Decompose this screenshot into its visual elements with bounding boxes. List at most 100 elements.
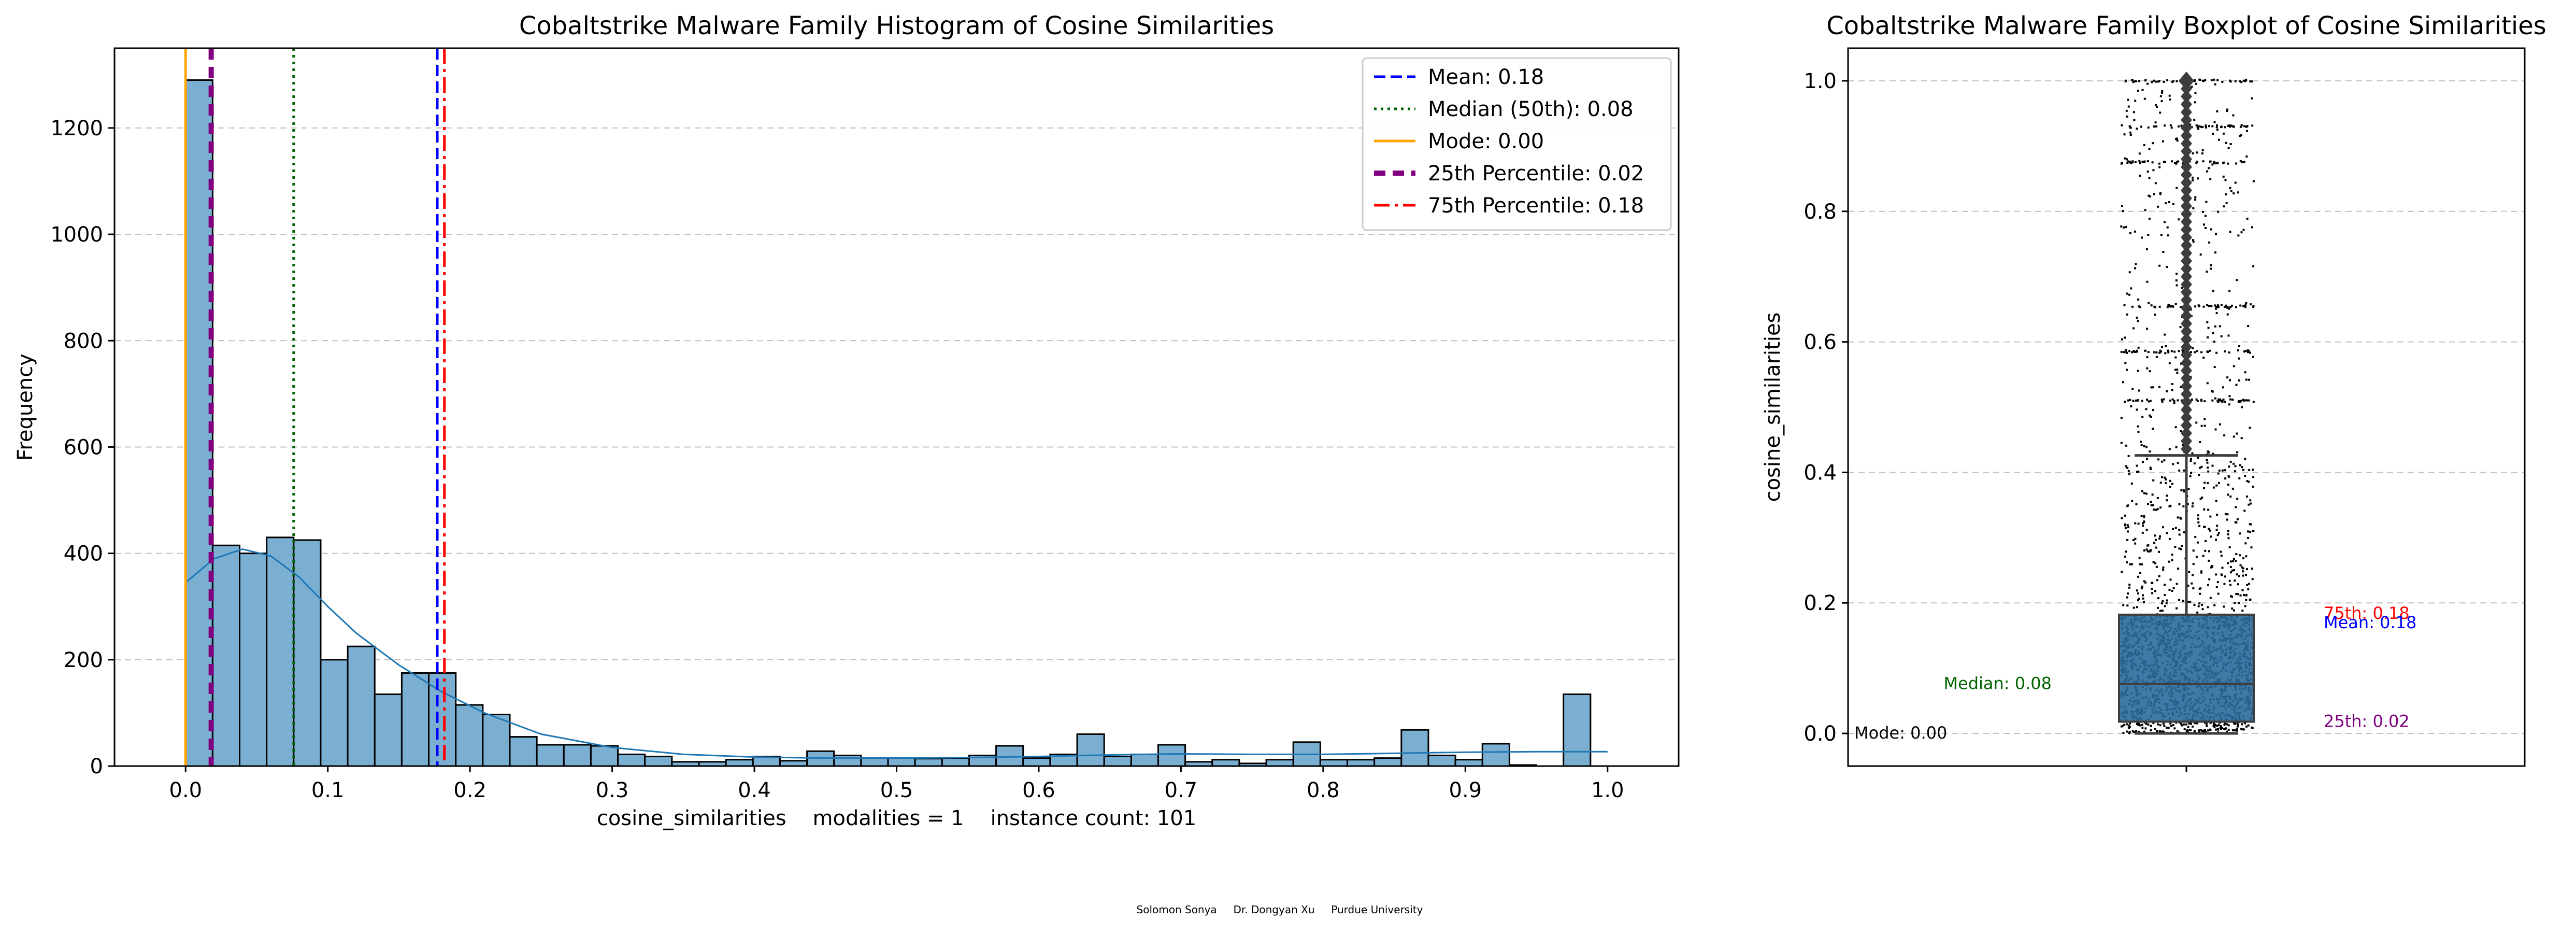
strip-point [2150,725,2152,727]
strip-point [2198,474,2200,476]
strip-point [2195,556,2198,558]
strip-point [2232,125,2235,128]
strip-point [2206,321,2209,323]
strip-point [2166,494,2168,497]
strip-point [2181,724,2183,727]
histogram-bar [536,744,565,767]
strip-point [2136,464,2138,467]
strip-point [2126,162,2129,164]
histogram-bar [482,713,511,767]
strip-point [2223,583,2226,585]
strip-point [2224,513,2227,515]
strip-point [2128,293,2130,296]
strip-point [2238,400,2240,402]
strip-point [2252,469,2254,471]
strip-point [2248,480,2250,483]
strip-point [2228,546,2231,548]
strip-point [2247,724,2250,727]
histogram-bar [1454,759,1483,767]
histogram-bar [1022,757,1051,767]
strip-point [2139,162,2141,164]
strip-point [2239,160,2242,162]
strip-point [2223,306,2226,308]
strip-point [2223,205,2225,208]
histogram-bar [725,759,754,767]
strip-point [2173,400,2176,402]
strip-point [2221,81,2224,83]
strip-point [2236,279,2238,281]
strip-point [2180,124,2183,127]
strip-point [2163,221,2166,223]
strip-point [2185,730,2188,733]
strip-point [2243,305,2245,307]
strip-point [2239,554,2241,557]
strip-point [2213,723,2215,725]
strip-point [2157,458,2159,461]
strip-point [2172,305,2174,308]
strip-point [2127,160,2129,163]
strip-point [2137,370,2139,372]
strip-point [2137,470,2140,473]
strip-point [2203,424,2206,427]
strip-point [2234,181,2237,184]
strip-point [2180,399,2183,402]
strip-point [2244,399,2247,402]
strip-point [2206,459,2208,461]
histogram-bar [860,757,889,767]
strip-point [2208,528,2210,530]
strip-point [2161,346,2164,348]
strip-point [2206,461,2209,464]
strip-point [2198,731,2200,733]
strip-point [2188,571,2191,573]
annotation-median: Median: 0.08 [1943,673,2052,693]
strip-point [2172,587,2175,589]
strip-point [2127,526,2129,529]
strip-point [2233,569,2236,572]
strip-point [2174,356,2177,359]
strip-point [2249,499,2252,502]
strip-point [2231,125,2234,128]
strip-point [2246,349,2249,352]
strip-point [2172,463,2174,465]
strip-point [2197,605,2200,607]
flier-point [2181,223,2192,237]
strip-point [2127,724,2130,727]
strip-point [2243,125,2245,128]
strip-point [2127,530,2129,533]
strip-point [2136,349,2138,352]
strip-point [2168,588,2171,591]
strip-point [2203,526,2206,528]
strip-point [2134,537,2137,540]
strip-point [2131,351,2134,353]
strip-point [2218,469,2221,472]
strip-point [2202,79,2205,82]
strip-point [2197,304,2200,307]
strip-point [2159,506,2162,509]
strip-point [2207,470,2210,473]
histogram-bar [428,672,457,767]
flier-point [2181,309,2192,323]
strip-point [2249,599,2251,601]
strip-point [2195,421,2198,424]
strip-point [2152,169,2155,172]
strip-point [2217,472,2220,475]
strip-point [2150,729,2152,732]
y-tick-label: 400 [64,542,103,566]
strip-point [2146,328,2149,330]
strip-point [2231,487,2234,490]
strip-point [2149,370,2151,373]
y-tick-label: 0.0 [1804,722,1837,746]
histogram-bar [1211,759,1240,767]
strip-point [2146,171,2149,173]
strip-point [2197,517,2199,520]
x-tick-label: 0.9 [1449,779,1482,802]
strip-point [2198,525,2201,527]
strip-point [2121,124,2123,126]
strip-point [2138,160,2141,162]
strip-point [2226,376,2229,379]
strip-point [2180,723,2183,725]
strip-point [2222,162,2225,164]
strip-point [2131,500,2134,502]
boxplot-title: Cobaltstrike Malware Family Boxplot of C… [1826,11,2546,40]
strip-point [2150,501,2152,503]
